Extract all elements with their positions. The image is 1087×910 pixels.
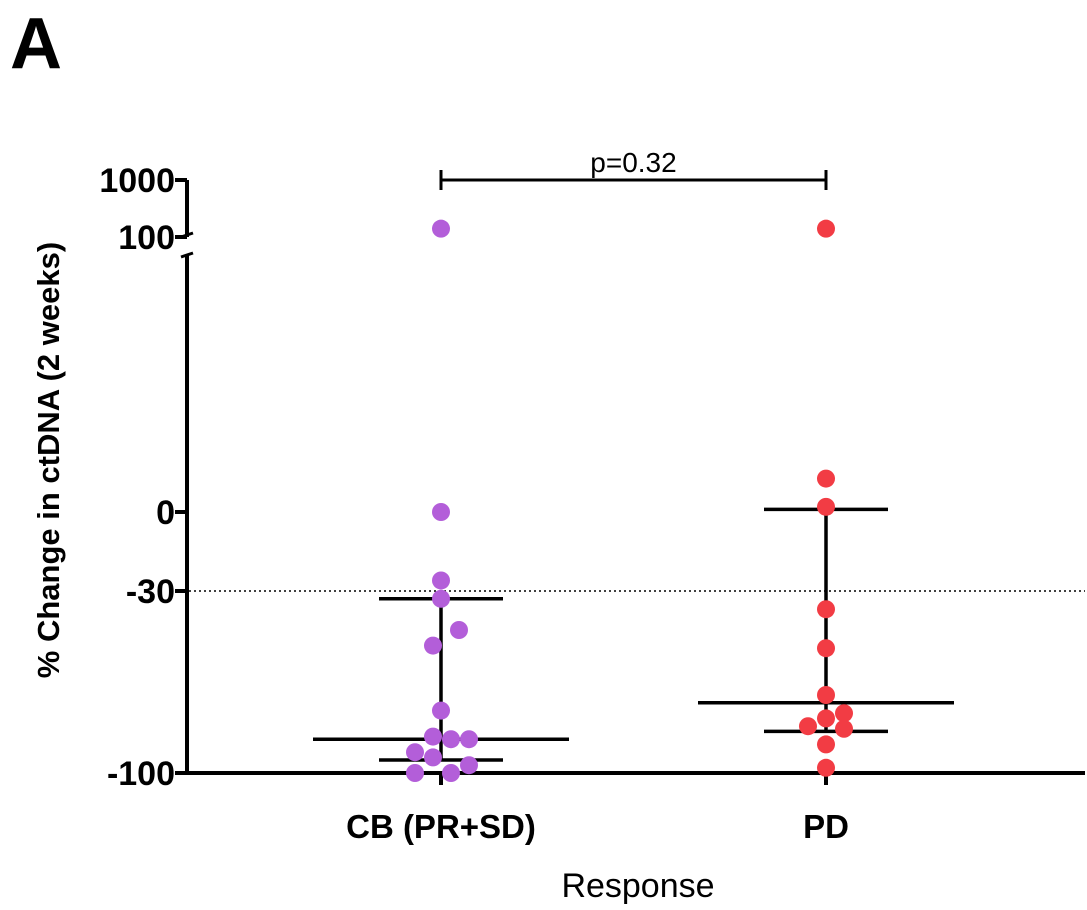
panel-label: A [10,4,62,84]
data-point [817,219,835,238]
error-bars [313,507,954,762]
data-point [817,469,835,488]
data-point [460,756,478,775]
data-point [432,503,450,521]
data-point [406,743,424,762]
y-tick-label: 100 [118,219,175,257]
data-point [442,764,460,782]
data-point [817,758,835,777]
data-point [424,727,442,746]
data-point [817,709,835,728]
data-point [817,686,835,704]
x-axis-label: Response [561,867,714,905]
data-point [817,600,835,619]
data-point [817,639,835,658]
data-point [450,621,468,639]
y-tick-label: 1000 [99,162,175,200]
data-point [432,219,450,238]
data-point [460,730,478,749]
y-tick-label: -30 [126,573,175,611]
data-point [835,719,853,738]
y-tick-label: -100 [107,755,175,793]
data-point [817,735,835,754]
significance-annotation: p=0.32 [439,147,828,190]
x-category-label: CB (PR+SD) [346,808,536,845]
data-point [817,497,835,516]
p-value-label: p=0.32 [590,147,676,178]
data-point [442,730,460,749]
y-tick-label: 0 [156,494,175,532]
data-point [424,748,442,767]
data-points [406,219,853,782]
x-category-label: PD [803,808,849,845]
data-point [432,589,450,608]
data-point [799,717,817,736]
data-point [424,636,442,655]
axis-break-mark-lower [180,251,194,259]
data-point [432,571,450,590]
data-point [835,704,853,723]
data-point [406,764,424,782]
data-point [432,701,450,720]
